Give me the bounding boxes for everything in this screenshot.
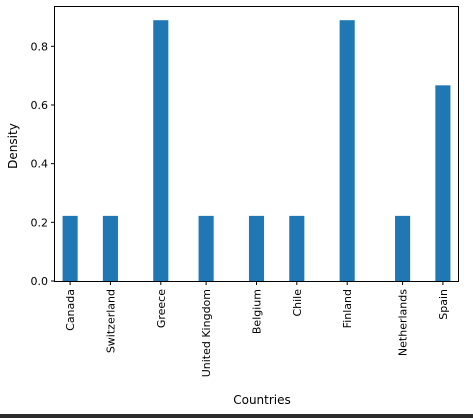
bar-4: [248, 215, 265, 281]
x-tick-label-7: Netherlands: [397, 289, 410, 356]
x-tick-label-3: United Kingdom: [200, 289, 213, 377]
bars: [62, 20, 451, 281]
bar-0: [62, 215, 78, 281]
bar-2: [153, 20, 169, 281]
x-tick-label-8: Spain: [437, 289, 450, 320]
x-tick-label-6: Finland: [341, 289, 354, 328]
x-tick-label-2: Greece: [155, 289, 168, 328]
bar-1: [102, 215, 118, 281]
y-tick-label-1: 0.2: [31, 216, 49, 229]
bar-6: [339, 20, 355, 281]
x-ticks: Canada Switzerland Greece United Kingdom Bel…: [64, 281, 450, 377]
bar-8: [435, 85, 451, 281]
bar-5: [289, 215, 305, 281]
y-ticks: 0.0 0.2 0.4 0.6 0.8: [31, 40, 55, 288]
y-axis-label: Density: [6, 123, 20, 169]
window-bottom-border: [0, 414, 473, 418]
x-tick-label-0: Canada: [64, 289, 77, 331]
x-tick-label-5: Chile: [291, 289, 304, 317]
bar-3: [198, 215, 214, 281]
x-tick-label-1: Switzerland: [104, 289, 117, 353]
y-tick-label-2: 0.4: [31, 158, 49, 171]
y-tick-label-0: 0.0: [31, 275, 49, 288]
bar-7: [395, 215, 411, 281]
plot-frame: [54, 6, 459, 282]
x-axis-label: Countries: [233, 393, 291, 407]
x-tick-label-4: Belgium: [251, 289, 264, 334]
y-tick-label-4: 0.8: [31, 40, 49, 53]
y-tick-label-3: 0.6: [31, 99, 49, 112]
